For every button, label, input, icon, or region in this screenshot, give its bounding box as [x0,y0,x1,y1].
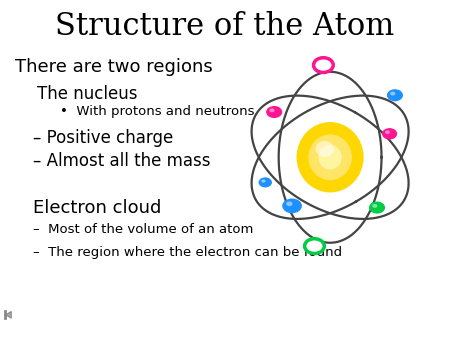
Circle shape [266,106,282,118]
Circle shape [372,204,378,208]
Text: •  With protons and neutrons: • With protons and neutrons [59,105,254,118]
Circle shape [282,198,302,213]
Circle shape [305,239,324,254]
Ellipse shape [308,135,352,180]
Ellipse shape [315,141,334,157]
Circle shape [385,130,390,134]
Text: There are two regions: There are two regions [15,58,212,76]
Polygon shape [6,312,11,318]
Circle shape [270,108,274,112]
Text: –  Most of the volume of an atom: – Most of the volume of an atom [33,223,253,236]
Text: – Positive charge: – Positive charge [33,129,173,147]
Text: The nucleus: The nucleus [37,85,138,103]
Circle shape [286,201,292,206]
Text: – Almost all the mass: – Almost all the mass [33,152,210,170]
Ellipse shape [318,145,342,170]
Circle shape [259,177,272,188]
Circle shape [390,92,395,96]
Text: –  The region where the electron can be found: – The region where the electron can be f… [33,246,342,259]
Circle shape [314,58,333,72]
Text: Structure of the Atom: Structure of the Atom [55,11,395,43]
Circle shape [382,128,397,140]
Text: Electron cloud: Electron cloud [33,199,161,217]
Ellipse shape [297,122,364,192]
Circle shape [314,58,333,72]
Circle shape [309,242,315,246]
Circle shape [305,239,324,254]
Circle shape [387,89,403,101]
Circle shape [318,61,324,65]
Circle shape [261,179,266,183]
Circle shape [369,201,385,214]
